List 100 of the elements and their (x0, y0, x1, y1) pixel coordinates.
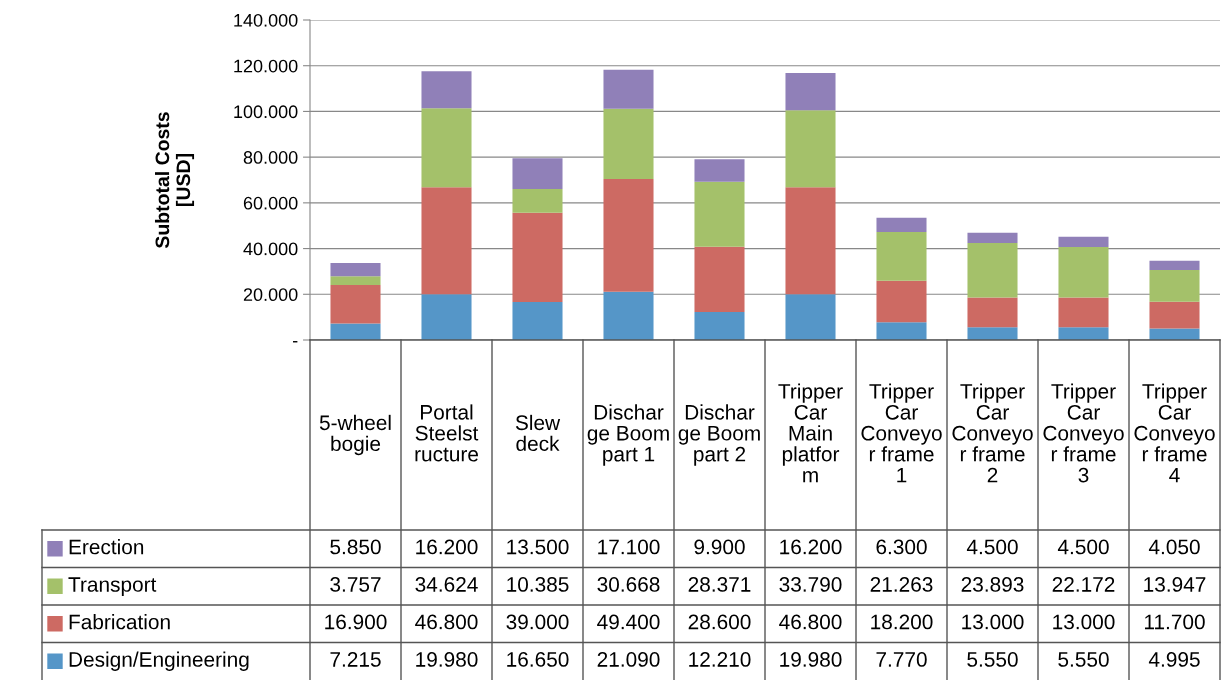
bar (1058, 246, 1109, 298)
data-label: 4.500 (1057, 539, 1109, 555)
y-tick-label: 140.000 (234, 13, 298, 27)
data-label: 11.700 (1145, 614, 1205, 630)
data-label: 21.090 (597, 652, 660, 667)
data-label: 23.893 (961, 577, 1024, 592)
bar (785, 294, 836, 340)
bar (512, 158, 563, 190)
y-tick-label: 60.000 (243, 196, 298, 210)
x-tick-label: Slew deck (515, 414, 561, 452)
data-label: 4.500 (966, 539, 1018, 555)
legend-label: Erection (69, 539, 144, 555)
data-label: 5.550 (967, 652, 1018, 667)
data-label: 9.900 (694, 539, 745, 555)
bar (1058, 297, 1109, 328)
data-label: 33.790 (779, 577, 842, 592)
data-label: 6.300 (876, 539, 927, 555)
bar (421, 71, 472, 109)
data-label: 12.210 (689, 652, 751, 667)
data-label: 49.400 (597, 614, 660, 630)
bar (694, 181, 745, 247)
y-axis-title: Subtotal Costs [USD] (154, 112, 195, 249)
data-label: 28.600 (688, 614, 751, 630)
data-label: 18.200 (871, 614, 933, 630)
data-label: 16.900 (325, 614, 387, 630)
x-tick-label: 5-wheel bogie (319, 414, 391, 456)
legend-label: Design/Engineering (69, 651, 249, 671)
bar (785, 73, 836, 111)
bar (1058, 327, 1109, 340)
bar (330, 284, 381, 324)
bar (694, 246, 745, 313)
bar (1058, 236, 1109, 247)
y-tick-label: - (292, 341, 298, 343)
bar (330, 323, 381, 340)
bar (421, 294, 472, 340)
data-label: 22.172 (1052, 577, 1115, 592)
y-tick-label: 40.000 (243, 242, 298, 256)
data-label: 39.000 (506, 614, 569, 630)
data-label: 34.624 (415, 577, 478, 592)
bar (512, 212, 563, 302)
legend-label: Fabrication (69, 614, 170, 630)
data-label: 13.947 (1144, 577, 1206, 592)
data-label: 19.980 (416, 652, 478, 667)
bar (603, 291, 654, 340)
bar (967, 242, 1018, 298)
x-tick-label: Portal Steelstructure (415, 404, 479, 462)
data-label: 46.800 (415, 614, 478, 630)
bar (785, 187, 836, 295)
data-label: 16.650 (507, 652, 569, 667)
bar (876, 322, 927, 340)
data-label: 7.215 (330, 652, 381, 667)
data-label: 3.757 (330, 577, 381, 592)
bar (330, 262, 381, 277)
bar (967, 232, 1018, 243)
bar (876, 217, 927, 233)
data-label: 28.371 (688, 577, 751, 592)
data-label: 46.800 (779, 614, 842, 630)
bar (876, 232, 927, 281)
data-label: 10.385 (507, 577, 569, 592)
bar (421, 108, 472, 188)
bar (330, 276, 381, 285)
y-tick-label: 80.000 (243, 151, 298, 164)
data-label: 13.500 (507, 539, 569, 555)
data-label: 4.995 (1148, 652, 1200, 667)
data-label: 16.200 (780, 539, 842, 555)
x-tick-label: Tripper Car Conveyor frame 2 (952, 383, 1033, 483)
data-label: 21.263 (870, 577, 933, 592)
bar (512, 189, 563, 213)
bar (967, 327, 1018, 340)
data-label: 5.850 (330, 539, 381, 555)
data-label: 13.000 (1053, 614, 1115, 630)
x-tick-label: Tripper Car Conveyor frame 3 (1043, 383, 1124, 483)
bar (603, 69, 654, 109)
bar (967, 297, 1018, 328)
data-label: 17.100 (598, 539, 660, 555)
y-tick-label: 20.000 (243, 288, 298, 302)
data-label: 16.200 (416, 539, 478, 555)
bar (785, 110, 836, 188)
data-label: 4.050 (1148, 539, 1200, 555)
data-label: 5.550 (1058, 652, 1109, 667)
bar (603, 108, 654, 179)
x-tick-label: Tripper Car Conveyor frame 1 (861, 383, 942, 483)
legend-label: Transport (68, 577, 157, 596)
bar (694, 159, 745, 182)
bar (1149, 260, 1200, 270)
bar (1149, 301, 1200, 329)
bar (603, 178, 654, 292)
data-label: 19.980 (780, 652, 842, 667)
bar (512, 301, 563, 340)
y-tick-label: 120.000 (234, 59, 298, 73)
x-tick-label: Discharge Boom part 1 (587, 404, 669, 466)
data-label: 13.000 (962, 614, 1024, 630)
bar (694, 312, 745, 340)
bar (421, 187, 472, 295)
x-tick-label: Tripper Car Conveyor frame 4 (1134, 383, 1215, 483)
x-tick-label: Tripper Car Main platform (778, 383, 843, 483)
bar (876, 280, 927, 323)
data-label: 7.770 (876, 652, 927, 667)
x-tick-label: Discharge Boom part 2 (678, 404, 760, 466)
bar (1149, 269, 1200, 302)
